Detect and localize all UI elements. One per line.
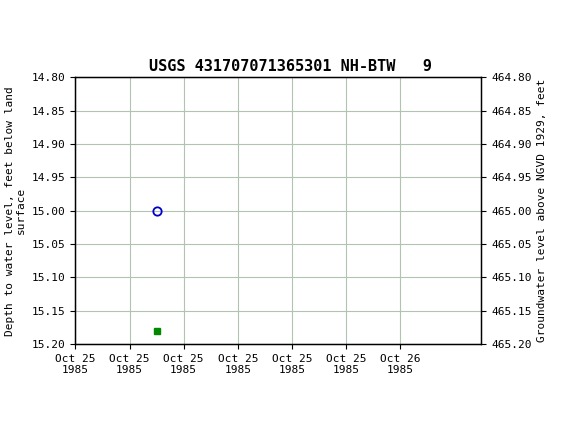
Y-axis label: Groundwater level above NGVD 1929, feet: Groundwater level above NGVD 1929, feet (537, 79, 547, 342)
Text: USGS: USGS (58, 10, 118, 29)
Y-axis label: Depth to water level, feet below land
surface: Depth to water level, feet below land su… (5, 86, 26, 335)
Text: USGS 431707071365301 NH-BTW   9: USGS 431707071365301 NH-BTW 9 (148, 59, 432, 74)
